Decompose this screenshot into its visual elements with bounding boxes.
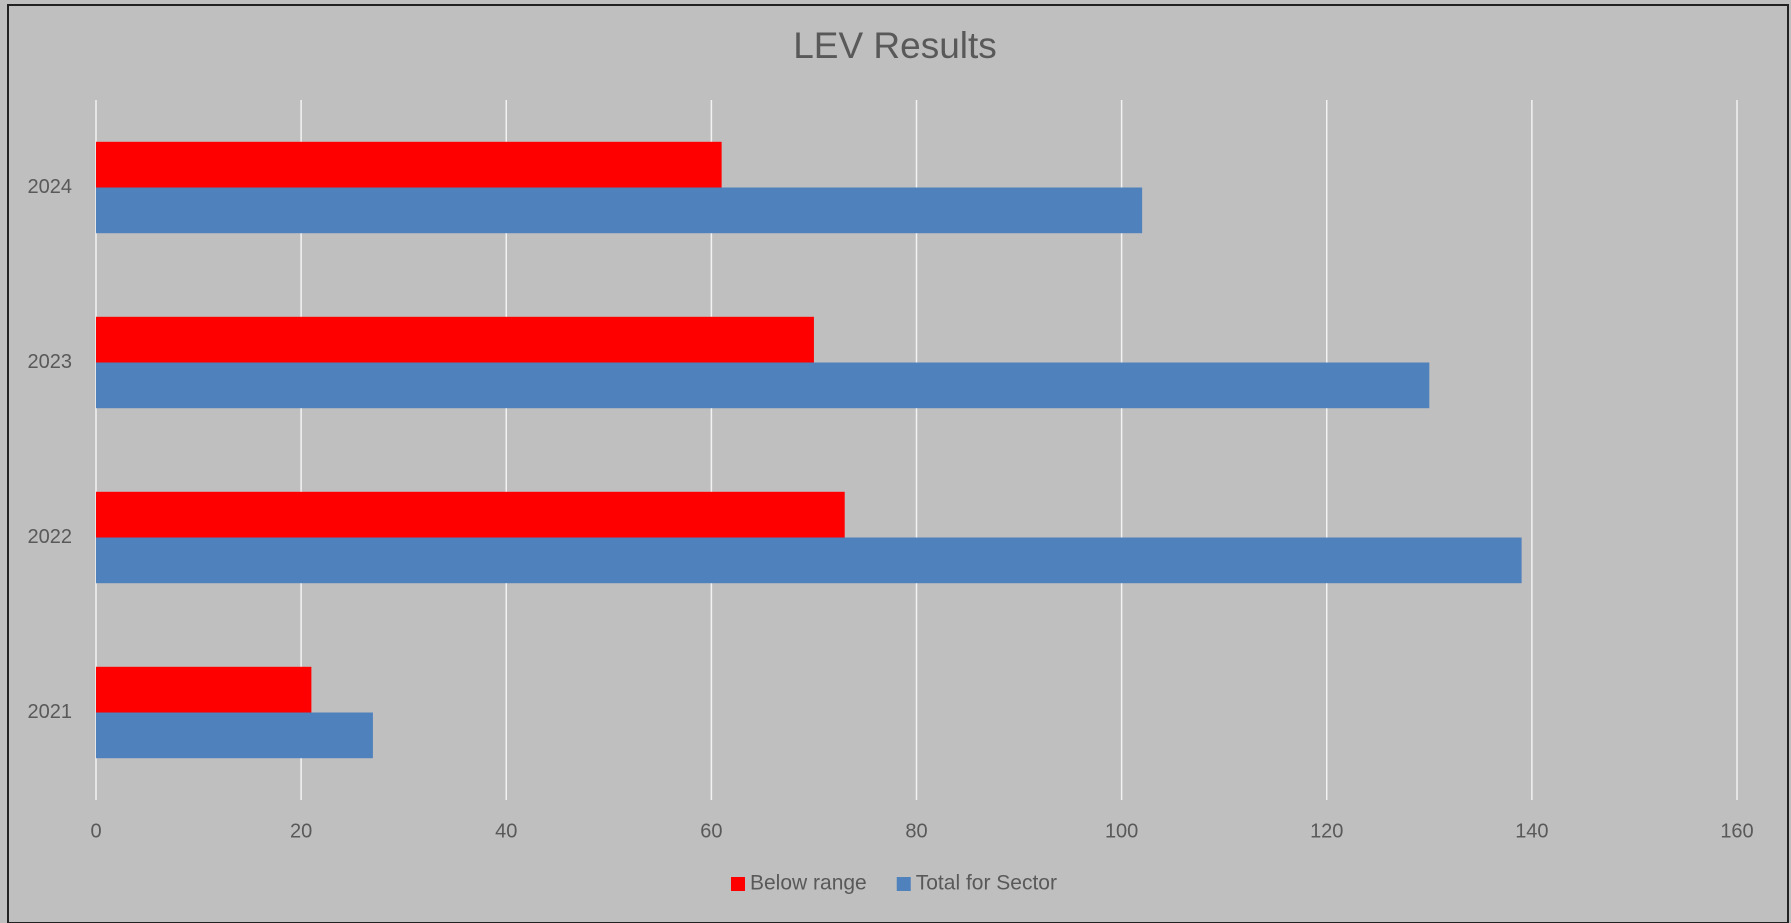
- bar: [96, 141, 722, 188]
- legend-label: Below range: [750, 872, 867, 895]
- bar: [96, 362, 1430, 409]
- y-tick-label: 2023: [28, 351, 73, 373]
- x-tick-label: 20: [290, 820, 312, 842]
- bar: [96, 712, 373, 759]
- x-tick-label: 80: [905, 820, 927, 842]
- x-tick-label: 140: [1515, 820, 1548, 842]
- x-tick-label: 160: [1720, 820, 1753, 842]
- y-tick-label: 2024: [28, 176, 73, 198]
- x-tick-label: 40: [495, 820, 517, 842]
- bar: [96, 316, 814, 363]
- y-tick-label: 2021: [28, 701, 73, 723]
- legend-swatch: [731, 877, 745, 891]
- x-tick-label: 100: [1105, 820, 1138, 842]
- chart-title: LEV Results: [793, 25, 997, 66]
- x-tick-label: 0: [90, 820, 101, 842]
- bar: [96, 491, 845, 538]
- bar: [96, 187, 1143, 234]
- chart-border: [7, 4, 1789, 923]
- y-tick-label: 2022: [28, 526, 73, 548]
- x-tick-label: 60: [700, 820, 722, 842]
- x-tick-label: 120: [1310, 820, 1343, 842]
- bar: [96, 666, 312, 713]
- legend-swatch: [896, 877, 911, 891]
- bar: [96, 537, 1522, 584]
- legend-label: Total for Sector: [916, 872, 1057, 895]
